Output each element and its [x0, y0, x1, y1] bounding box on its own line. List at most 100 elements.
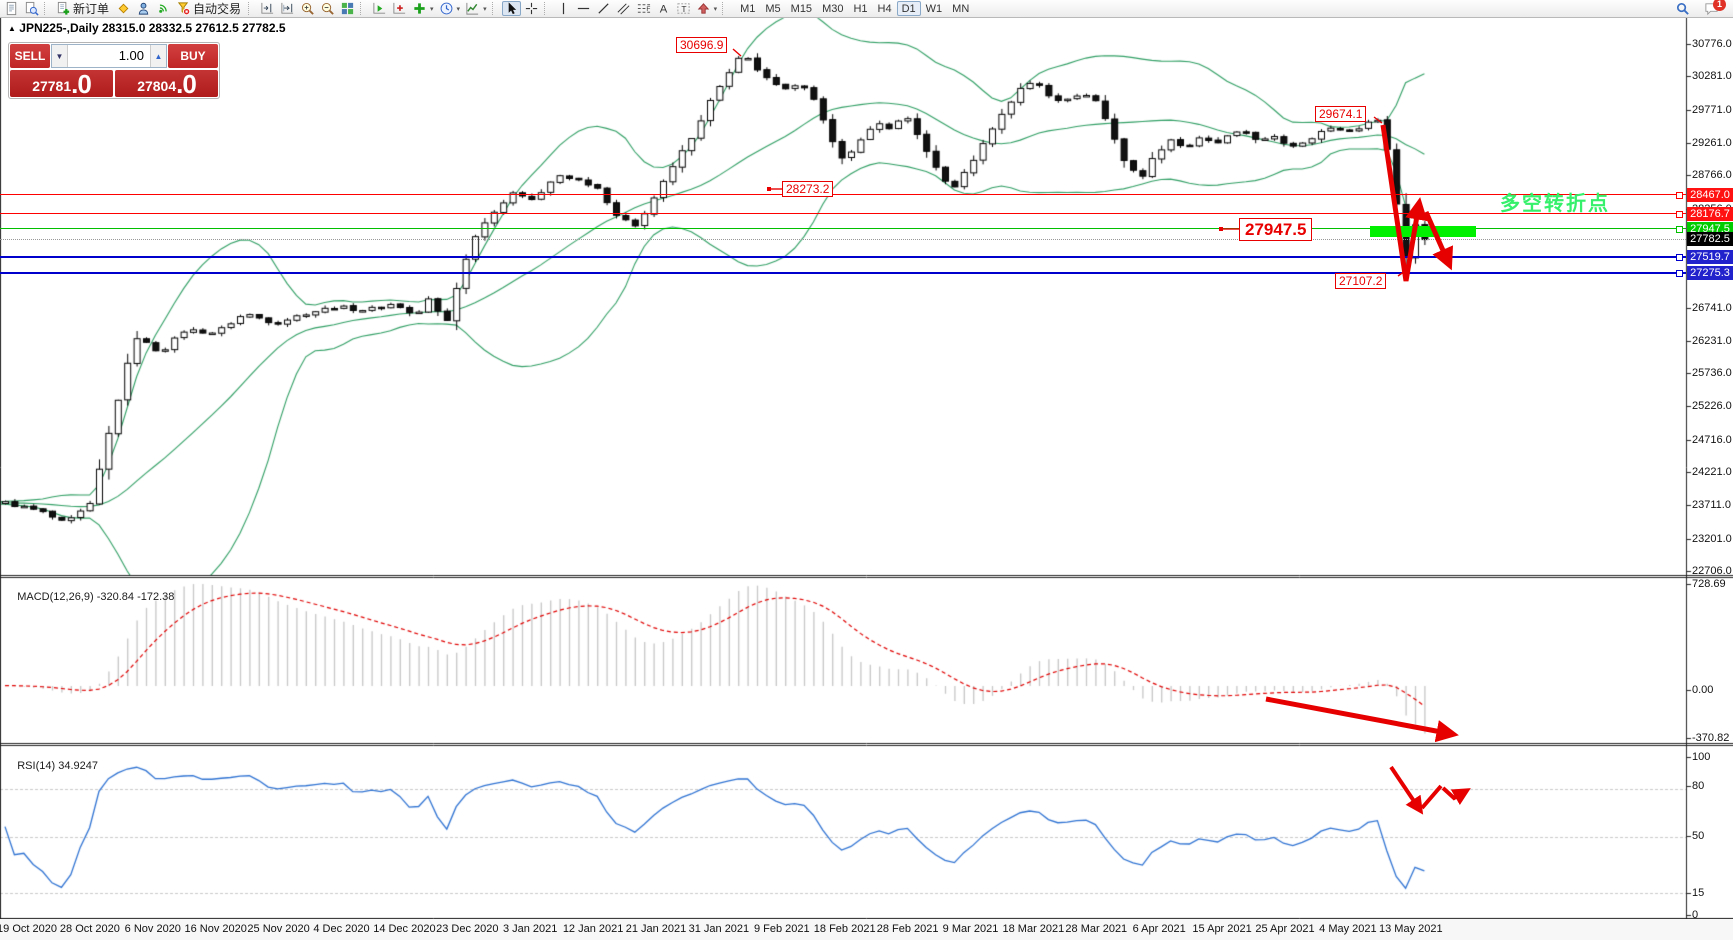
- new-order-button[interactable]: 新订单: [54, 1, 113, 16]
- timeframe-M5[interactable]: M5: [765, 3, 781, 15]
- volume-stepper: ▼ 1.00 ▲: [51, 44, 167, 68]
- level-price-badge: 27275.3: [1687, 265, 1733, 280]
- timeframe-H1[interactable]: H1: [853, 3, 868, 15]
- channel-tool[interactable]: [614, 1, 633, 16]
- sell-price[interactable]: 27781.0: [10, 70, 113, 97]
- zoom-out-icon[interactable]: [318, 1, 337, 16]
- line-handle[interactable]: [1676, 191, 1683, 199]
- line-handle[interactable]: [1676, 225, 1683, 233]
- chart-shift-icon[interactable]: [258, 1, 277, 16]
- horizontal-level-line[interactable]: [0, 213, 1686, 215]
- date-axis-label: 16 Nov 2020: [184, 923, 247, 935]
- horizontal-level-line[interactable]: [0, 255, 1686, 258]
- chart-add-icon[interactable]: [390, 1, 409, 16]
- toolbar-separator-2: [248, 2, 255, 15]
- timeframe-MN[interactable]: MN: [952, 3, 970, 15]
- date-axis-label: 18 Feb 2021: [813, 923, 876, 935]
- timeframe-M30[interactable]: M30: [822, 3, 844, 15]
- date-axis-label: 28 Feb 2021: [876, 923, 939, 935]
- sell-button[interactable]: SELL: [10, 44, 50, 68]
- add-indicator-button[interactable]: ▾: [410, 1, 436, 16]
- volume-increase-button[interactable]: ▲: [150, 45, 166, 67]
- horizontal-level-line[interactable]: [0, 194, 1686, 196]
- volume-decrease-button[interactable]: ▼: [52, 45, 68, 67]
- horizontal-level-line[interactable]: [0, 271, 1686, 274]
- date-axis-label: 28 Mar 2021: [1065, 923, 1128, 935]
- accounts-icon[interactable]: [134, 1, 153, 16]
- price-label-30696[interactable]: 30696.9: [676, 37, 728, 53]
- symbol-name: JPN225-,Daily: [19, 21, 99, 35]
- timeframe-M1[interactable]: M1: [740, 3, 756, 15]
- notifications-icon[interactable]: 1: [1702, 0, 1726, 16]
- macd-axis-label: 728.69: [1692, 578, 1726, 590]
- date-axis-label: 6 Nov 2020: [124, 923, 181, 935]
- date-axis-label: 25 Nov 2020: [247, 923, 310, 935]
- support-zone-highlight[interactable]: [1370, 226, 1476, 237]
- buy-button[interactable]: BUY: [168, 44, 218, 68]
- toolbar-left-group: 新订单 自动交易 ▾ ▾ ▾ F A T ▾: [0, 1, 731, 16]
- date-axis-label: 15 Apr 2021: [1192, 923, 1252, 935]
- pivot-note-text[interactable]: 多空转折点: [1500, 193, 1610, 215]
- horizontal-line-tool[interactable]: [574, 1, 593, 16]
- chart-autoscroll-icon[interactable]: [370, 1, 389, 16]
- date-axis-label: 31 Jan 2021: [688, 923, 750, 935]
- dropdown-caret-icon: ▾: [430, 5, 434, 13]
- price-axis-tick: 29261.0: [1692, 136, 1732, 149]
- vertical-line-tool[interactable]: [554, 1, 573, 16]
- templates-icon[interactable]: ▾: [463, 1, 489, 16]
- chart-shift-end-icon[interactable]: [278, 1, 297, 16]
- shapes-tool[interactable]: ▾: [694, 1, 720, 16]
- price-label-29674[interactable]: 29674.1: [1315, 106, 1367, 122]
- preview-icon[interactable]: [22, 1, 41, 16]
- zoom-in-icon[interactable]: [298, 1, 317, 16]
- volume-input[interactable]: 1.00: [118, 48, 144, 63]
- text-tool[interactable]: A: [654, 1, 673, 16]
- price-axis-tick: 30776.0: [1692, 38, 1732, 50]
- price-label-27107[interactable]: 27107.2: [1335, 273, 1387, 289]
- timeframe-M15[interactable]: M15: [790, 3, 813, 15]
- price-axis-tick: 22706.0: [1692, 565, 1732, 577]
- tile-windows-icon[interactable]: [338, 1, 357, 16]
- toolbar-right-group: 1: [1673, 0, 1733, 16]
- horizontal-level-line[interactable]: [0, 228, 1686, 230]
- date-axis-label: 14 Dec 2020: [373, 923, 436, 935]
- report-icon[interactable]: [2, 1, 21, 16]
- label-tool[interactable]: T: [674, 1, 693, 16]
- one-click-trading-panel: SELL ▼ 1.00 ▲ BUY 27781.0 27804.0: [8, 42, 220, 99]
- price-label-28273[interactable]: 28273.2: [782, 181, 834, 197]
- autotrade-button-label: 自动交易: [193, 2, 242, 16]
- search-icon[interactable]: [1673, 1, 1692, 16]
- timeframe-D1[interactable]: D1: [896, 1, 921, 16]
- line-handle[interactable]: [1676, 210, 1683, 218]
- level-price-badge: 28176.7: [1687, 206, 1733, 221]
- price-axis-tick: 26231.0: [1692, 334, 1732, 347]
- price-axis-tick: 23201.0: [1692, 532, 1732, 545]
- periods-clock-icon[interactable]: ▾: [437, 1, 463, 16]
- macd-axis-label: 0.00: [1692, 684, 1714, 696]
- price-axis-tick: 26741.0: [1692, 301, 1732, 314]
- cursor-tool[interactable]: [501, 1, 521, 16]
- price-axis-tick: 30281.0: [1692, 70, 1732, 83]
- price-axis-tick: 25226.0: [1692, 400, 1732, 413]
- price-label-27947[interactable]: 27947.5: [1239, 218, 1313, 241]
- line-handle[interactable]: [1676, 253, 1683, 261]
- dropdown-caret-icon: ▾: [483, 5, 487, 13]
- autotrade-button[interactable]: 自动交易: [174, 1, 245, 16]
- dropdown-caret-icon: ▾: [713, 5, 718, 13]
- rsi-indicator-label: RSI(14) 34.9247: [17, 760, 98, 772]
- buy-price[interactable]: 27804.0: [115, 70, 218, 97]
- crosshair-tool[interactable]: [522, 1, 541, 16]
- date-axis-label: 19 Oct 2020: [0, 923, 57, 935]
- new-order-button-label: 新订单: [73, 2, 110, 16]
- profiles-icon[interactable]: [114, 1, 133, 16]
- collapse-triangle-icon[interactable]: ▲: [8, 24, 16, 33]
- signals-icon[interactable]: [154, 1, 173, 16]
- trendline-tool[interactable]: [594, 1, 613, 16]
- current-price-line: [0, 238, 1686, 240]
- fibonacci-tool[interactable]: F: [634, 1, 653, 16]
- line-handle[interactable]: [1676, 269, 1683, 277]
- timeframe-W1[interactable]: W1: [925, 3, 943, 15]
- timeframe-H4[interactable]: H4: [877, 3, 892, 15]
- current-price-badge: 27782.5: [1687, 232, 1733, 247]
